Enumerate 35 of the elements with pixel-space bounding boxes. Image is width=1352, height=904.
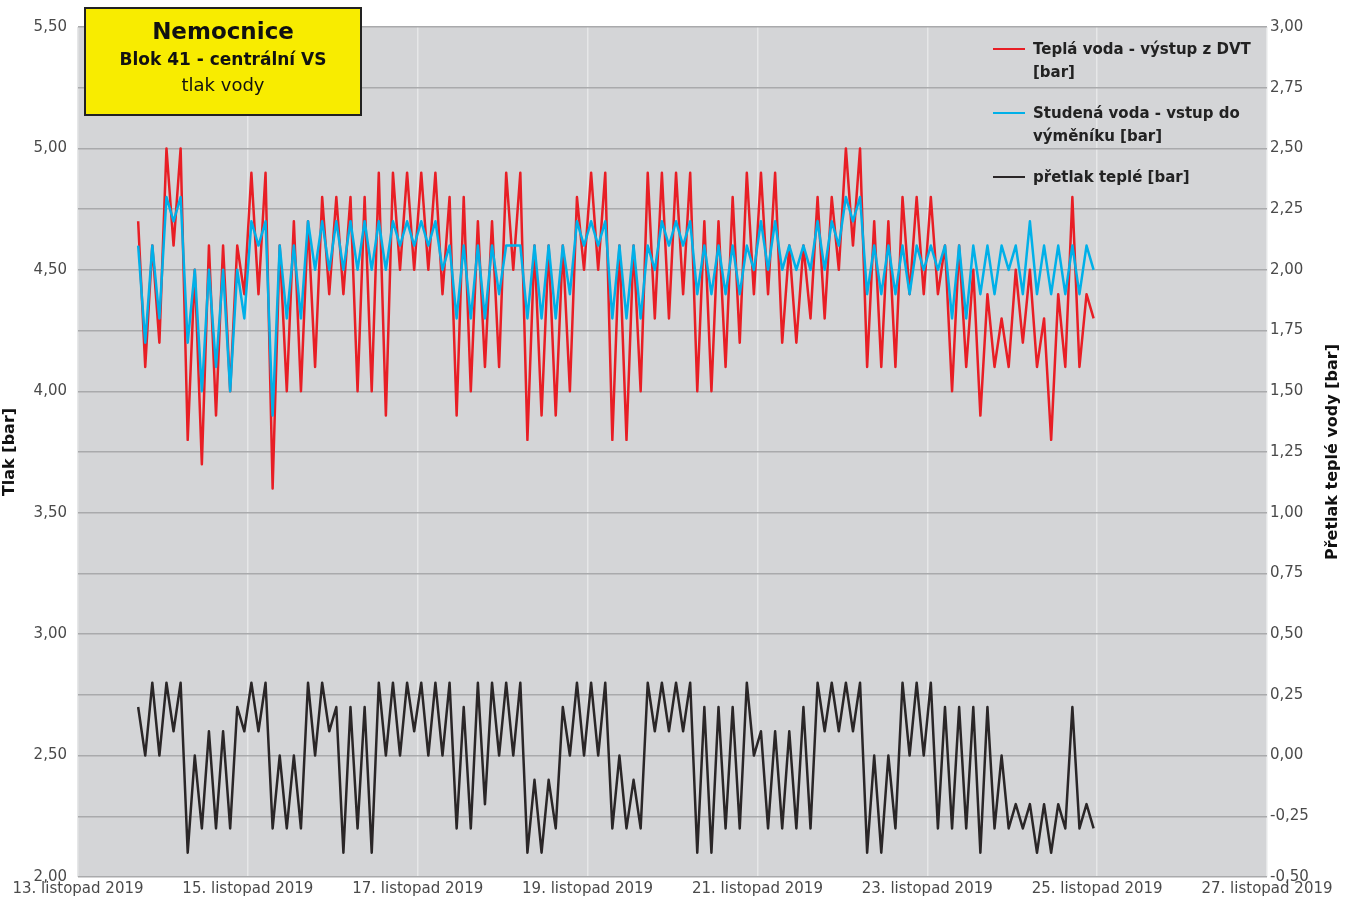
y-tick-label: 4,00 xyxy=(33,381,67,400)
legend-label: Teplá voda - výstup z DVT [bar] xyxy=(1033,39,1252,83)
y2-tick-label: 2,50 xyxy=(1270,138,1304,157)
y-axis-title: Tlak [bar] xyxy=(0,407,18,497)
y2-tick-label: 2,00 xyxy=(1270,259,1304,278)
annotation: tlak vody xyxy=(180,74,266,95)
y-tick-label: 5,50 xyxy=(33,16,67,35)
y2-tick-label: 1,25 xyxy=(1270,441,1304,460)
y2-axis-title: Přetlak teplé vody [bar] xyxy=(1322,343,1342,561)
chart-title: Nemocnice xyxy=(151,18,295,44)
x-tick-label: 17. listopad 2019 xyxy=(352,878,484,897)
x-tick-label: 21. listopad 2019 xyxy=(691,878,823,897)
legend-label: přetlak teplé [bar] xyxy=(1033,167,1191,188)
title-box: Nemocnice Blok 41 - centrální VS tlak vody xyxy=(84,7,362,116)
y-tick-label: 5,00 xyxy=(33,138,67,157)
y2-tick-label: 2,75 xyxy=(1270,77,1304,96)
y2-tick-label: 2,25 xyxy=(1270,199,1304,218)
y2-tick-label: -0,25 xyxy=(1270,806,1309,825)
y-tick-label: 3,50 xyxy=(33,502,67,521)
y2-tick-label: 1,50 xyxy=(1270,381,1304,400)
y2-tick-label: 1,00 xyxy=(1270,502,1304,521)
y2-tick-label: 3,00 xyxy=(1270,16,1304,35)
y2-tick-label: 0,25 xyxy=(1270,684,1304,703)
x-tick-label: 19. listopad 2019 xyxy=(522,878,654,897)
x-tick-label: 15. listopad 2019 xyxy=(182,878,314,897)
x-tick-label: 25. listopad 2019 xyxy=(1031,878,1163,897)
y-tick-label: 2,50 xyxy=(33,745,67,764)
y2-tick-label: 0,75 xyxy=(1270,563,1304,582)
y2-tick-label: 0,50 xyxy=(1270,624,1304,643)
y-tick-label: 3,00 xyxy=(33,624,67,643)
y2-tick-label: 0,00 xyxy=(1270,745,1304,764)
x-tick-label: 23. listopad 2019 xyxy=(861,878,993,897)
legend-label: Studená voda - vstup do výměníku [bar] xyxy=(1033,103,1241,147)
y2-tick-label: 1,75 xyxy=(1270,320,1304,339)
y-tick-label: 4,50 xyxy=(33,259,67,278)
